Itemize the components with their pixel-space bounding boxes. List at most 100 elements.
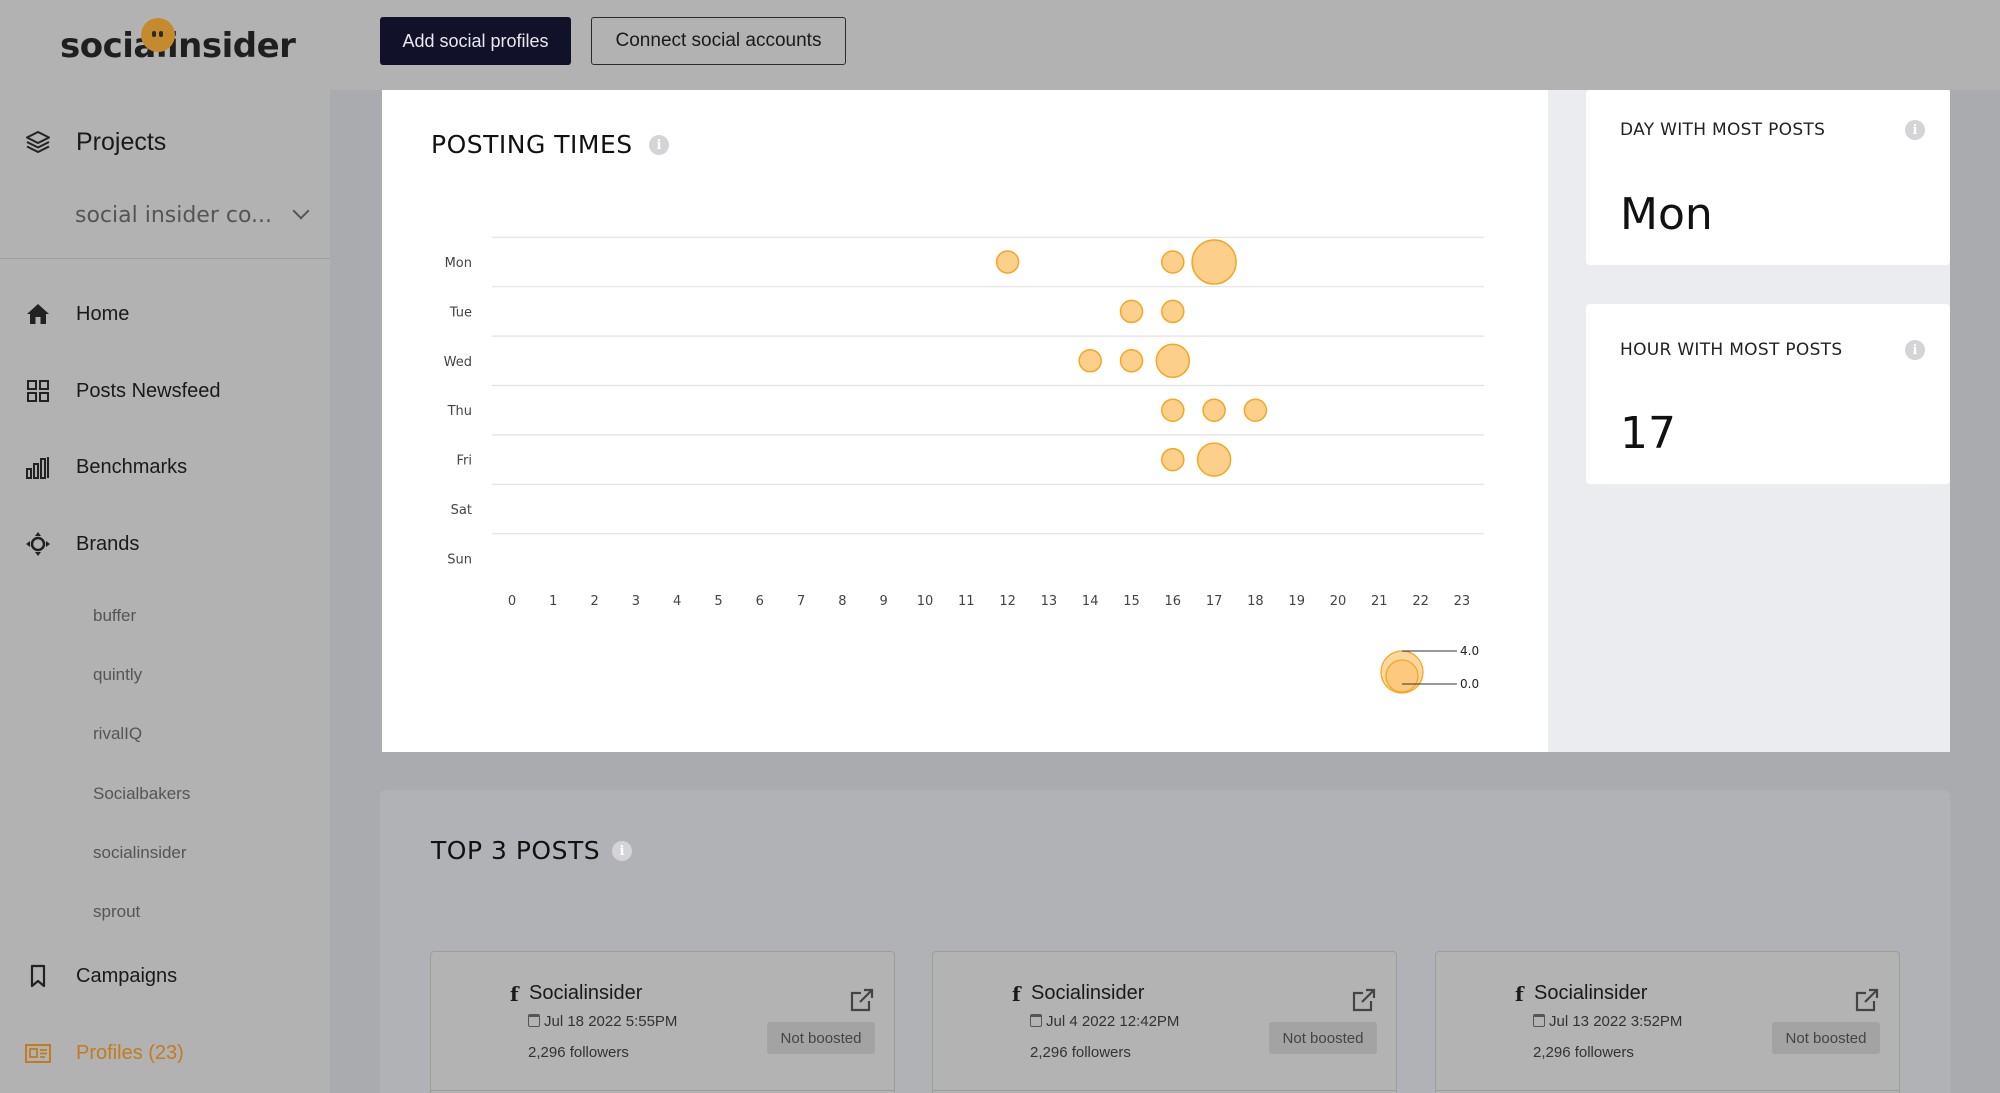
external-link-icon[interactable] [1854,987,1880,1013]
brand-item-quintly[interactable]: quintly [93,665,143,684]
sidebar-item-campaigns[interactable]: Campaigns [0,951,330,1001]
project-select[interactable]: social insider co... [75,195,315,235]
x-tick-label: 17 [1206,594,1223,609]
post-followers: 2,296 followers [528,1044,629,1061]
layers-icon [24,128,52,156]
x-tick-label: 2 [590,594,598,609]
legend-label-max: 4.0 [1460,644,1479,658]
sidebar-item-home[interactable]: Home [0,289,330,339]
bubble-point [1078,349,1102,373]
x-tick-label: 7 [797,594,805,609]
sidebar-item-label: Home [76,302,130,325]
sidebar-item-label: Campaigns [76,964,178,987]
sidebar-divider [0,258,330,259]
post-card[interactable]: f Socialinsider Jul 4 2022 12:42PM 2,296… [932,951,1397,1093]
bar-chart-icon [24,453,52,481]
brand-item-sprout[interactable]: sprout [93,902,141,921]
brand-item-socialinsider[interactable]: socialinsider [93,843,187,862]
y-tick-label: Wed [444,355,472,370]
x-tick-label: 6 [756,594,764,609]
hour-most-posts-title: HOUR WITH MOST POSTS [1620,340,1843,360]
top-bar: Add social profiles Connect social accou… [330,0,2000,90]
top-posts-title: TOP 3 POSTS [431,836,601,865]
post-account-name: Socialinsider [1031,982,1145,1004]
post-card[interactable]: f Socialinsider Jul 18 2022 5:55PM 2,296… [430,951,895,1093]
post-card-divider [1436,1090,1899,1091]
external-link-icon[interactable] [849,987,875,1013]
calendar-icon [1533,1014,1545,1027]
bubble-point [995,250,1020,274]
info-icon[interactable]: i [1905,120,1925,140]
bubble-point [1196,442,1232,477]
hour-most-posts-card: HOUR WITH MOST POSTS i 17 [1586,304,1950,484]
sidebar-item-label: Profiles (23) [76,1041,184,1064]
projects-label: Projects [76,127,167,156]
connect-social-accounts-button[interactable]: Connect social accounts [591,17,846,65]
post-followers: 2,296 followers [1533,1044,1634,1061]
x-tick-label: 0 [508,594,516,609]
bubble-point [1191,239,1237,285]
x-tick-label: 13 [1041,594,1058,609]
boost-status-badge: Not boosted [1772,1022,1880,1054]
post-card-divider [933,1090,1396,1091]
x-tick-label: 14 [1082,594,1099,609]
sidebar-item-label: Brands [76,532,140,555]
sidebar: socialinsider Projects social insider co… [0,0,330,1093]
sidebar-item-brands[interactable]: Brands [0,519,330,569]
brand-item-rivaliq[interactable]: rivalIQ [93,724,143,743]
project-select-value: social insider co... [75,202,273,228]
legend-label-min: 0.0 [1460,677,1479,691]
legend-bubble-min [1385,659,1419,693]
external-link-icon[interactable] [1351,987,1377,1013]
post-date: Jul 4 2022 12:42PM [1046,1013,1180,1030]
add-social-profiles-button[interactable]: Add social profiles [380,17,571,65]
posting-times-title: POSTING TIMES [431,130,633,159]
y-tick-label: Sun [447,552,472,567]
post-card[interactable]: f Socialinsider Jul 13 2022 3:52PM 2,296… [1435,951,1900,1093]
y-tick-label: Tue [449,305,472,320]
bubble-point [1155,343,1191,379]
sidebar-item-label: Benchmarks [76,455,188,478]
bubble-point [1202,398,1226,422]
x-tick-label: 18 [1247,594,1264,609]
bubble-point [1161,398,1185,422]
post-account-name: Socialinsider [1534,982,1648,1004]
info-icon[interactable]: i [1905,340,1925,360]
facebook-icon: f [510,982,519,1006]
brand-item-buffer[interactable]: buffer [93,606,137,625]
info-icon[interactable]: i [612,841,632,861]
sidebar-item-posts-newsfeed[interactable]: Posts Newsfeed [0,366,330,416]
x-tick-label: 10 [917,594,934,609]
bubble-point [1161,447,1185,472]
x-tick-label: 16 [1165,594,1182,609]
brand-item-socialbakers[interactable]: Socialbakers [93,784,191,803]
bubble-point [1161,299,1185,324]
facebook-icon: f [1515,982,1524,1006]
x-tick-label: 12 [999,594,1016,609]
logo[interactable]: socialinsider [60,26,296,66]
x-tick-label: 5 [714,594,722,609]
sidebar-item-profiles[interactable]: Profiles (23) [0,1028,330,1078]
post-account-name: Socialinsider [529,982,643,1004]
post-card-divider [431,1090,894,1091]
sidebar-item-projects[interactable]: Projects [0,117,330,167]
crosshair-icon [24,530,52,558]
bubble-point [1119,299,1144,324]
x-tick-label: 9 [880,594,888,609]
chevron-down-icon [292,202,310,220]
y-tick-label: Fri [457,454,473,469]
x-tick-label: 20 [1330,594,1347,609]
x-tick-label: 8 [838,594,846,609]
day-most-posts-value: Mon [1620,189,1713,240]
day-most-posts-card: DAY WITH MOST POSTS i Mon [1586,90,1950,265]
bubble-point [1243,398,1268,422]
y-tick-label: Sat [451,503,472,518]
x-tick-label: 4 [673,594,681,609]
sidebar-item-benchmarks[interactable]: Benchmarks [0,442,330,492]
x-tick-label: 23 [1454,594,1471,609]
info-icon[interactable]: i [649,135,669,155]
bookmark-icon [24,962,52,990]
boost-status-badge: Not boosted [1269,1022,1377,1054]
y-tick-label: Thu [447,404,472,419]
x-tick-label: 22 [1412,594,1429,609]
